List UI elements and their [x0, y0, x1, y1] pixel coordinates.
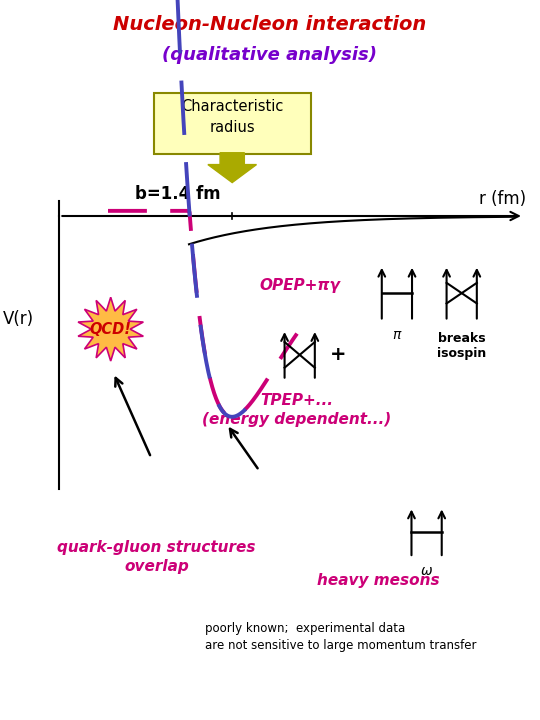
Text: ω: ω	[421, 564, 433, 578]
Text: heavy mesons: heavy mesons	[316, 573, 440, 588]
Text: V(r): V(r)	[3, 310, 35, 328]
Text: r (fm): r (fm)	[480, 190, 526, 208]
FancyArrow shape	[208, 153, 256, 183]
FancyBboxPatch shape	[154, 93, 310, 154]
Text: quark-gluon structures
overlap: quark-gluon structures overlap	[57, 540, 256, 574]
Text: poorly known;  experimental data
are not sensitive to large momentum transfer: poorly known; experimental data are not …	[205, 622, 477, 652]
Text: TPEP+...
(energy dependent...): TPEP+... (energy dependent...)	[202, 393, 392, 427]
Text: Nucleon-Nucleon interaction: Nucleon-Nucleon interaction	[113, 15, 427, 35]
Text: Characteristic
radius: Characteristic radius	[181, 99, 284, 135]
Text: +: +	[329, 346, 346, 364]
Polygon shape	[78, 297, 143, 361]
Text: π: π	[393, 328, 401, 341]
Text: QCD!: QCD!	[90, 322, 132, 337]
Text: (qualitative analysis): (qualitative analysis)	[163, 46, 377, 64]
Text: breaks
isospin: breaks isospin	[437, 332, 487, 360]
Text: OPEP+πγ: OPEP+πγ	[259, 278, 340, 293]
Text: b=1.4 fm: b=1.4 fm	[136, 185, 221, 203]
